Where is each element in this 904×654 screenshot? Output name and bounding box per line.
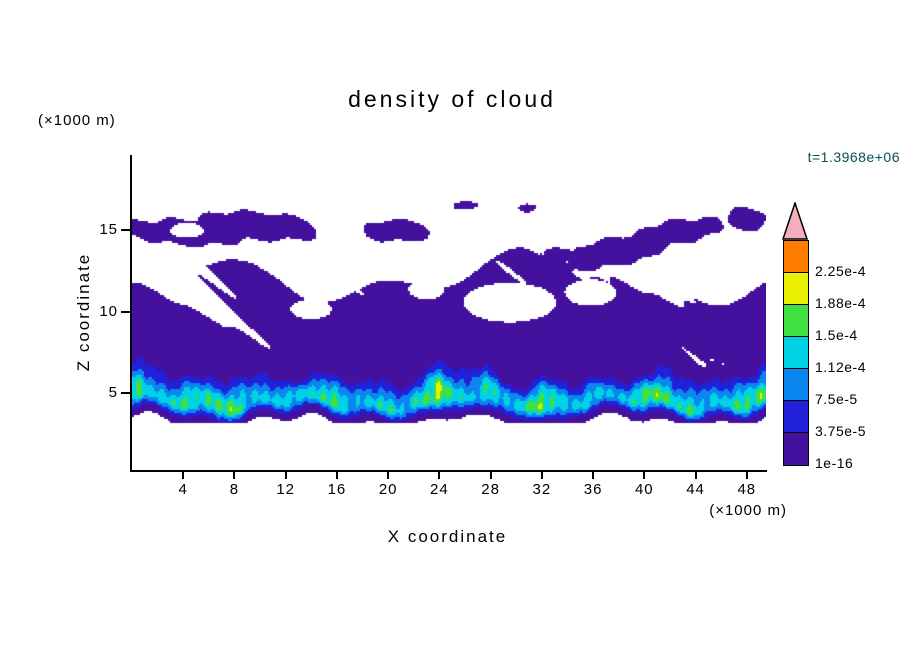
x-tick-label: 28 (481, 481, 500, 498)
plot-area (130, 155, 767, 472)
x-tick-mark (745, 472, 748, 479)
y-axis-ticks: 5 10 15 (99, 155, 140, 468)
colorbar-tick-label: 1.5e-4 (815, 327, 858, 343)
colorbar-tick-label: 1.88e-4 (815, 295, 866, 311)
colorbar-segment (784, 305, 808, 337)
colorbar-tick-label: 3.75e-5 (815, 423, 866, 439)
x-tick-mark (182, 472, 185, 479)
x-tick-mark (284, 472, 287, 479)
plot-canvas (132, 155, 766, 468)
x-axis-unit-label: (×1000 m) (709, 502, 787, 519)
x-tick-mark (592, 472, 595, 479)
colorbar-segment (784, 241, 808, 273)
colorbar-segment (784, 273, 808, 305)
y-tick-mark (121, 310, 130, 313)
colorbar: 1e-16 3.75e-5 7.5e-5 1.12e-4 1.5e-4 1.88e-4 2.… (782, 202, 903, 472)
y-axis-unit-label: (×1000 m) (38, 112, 116, 129)
y-tick-label: 15 (99, 220, 118, 238)
x-tick-label: 12 (276, 481, 296, 498)
x-tick-mark (438, 472, 441, 479)
colorbar-segment (784, 433, 808, 465)
x-tick-mark (540, 472, 543, 479)
x-tick-mark (643, 472, 646, 479)
colorbar-tick-label: 1.12e-4 (815, 359, 866, 375)
x-tick-label: 44 (686, 481, 705, 498)
colorbar-tick-label: 1e-16 (815, 455, 854, 471)
y-tick-mark (121, 392, 130, 394)
colorbar-segments (783, 240, 809, 466)
x-axis-ticks: 4 8 12 16 20 24 28 32 36 40 44 48 (132, 470, 766, 502)
x-tick-mark (335, 472, 338, 479)
y-tick-label: 5 (108, 384, 118, 401)
x-tick-label: 8 (229, 481, 240, 498)
colorbar-segment (784, 337, 808, 369)
x-axis-title: X coordinate (387, 527, 508, 546)
x-tick-mark (694, 472, 697, 479)
chart-title: density of cloud (348, 86, 556, 112)
colorbar-overflow-arrow-icon (782, 202, 808, 240)
x-tick-mark (489, 472, 492, 479)
colorbar-tick-label: 2.25e-4 (815, 263, 866, 279)
y-tick-label: 10 (99, 302, 118, 320)
x-tick-label: 4 (178, 481, 188, 498)
x-tick-label: 24 (430, 481, 449, 498)
x-tick-mark (387, 472, 390, 479)
x-tick-label: 32 (532, 481, 552, 498)
y-tick-mark (121, 228, 130, 231)
colorbar-segment (784, 369, 808, 401)
time-annotation: t=1.3968e+06 (807, 149, 900, 165)
x-tick-label: 20 (378, 481, 398, 498)
x-tick-label: 48 (737, 481, 757, 498)
colorbar-segment (784, 401, 808, 433)
x-tick-mark (233, 472, 236, 479)
colorbar-tick-label: 7.5e-5 (815, 391, 858, 407)
x-tick-label: 36 (583, 481, 603, 498)
colorbar-arrow-shape (782, 202, 808, 240)
x-tick-label: 40 (634, 481, 654, 498)
x-tick-label: 16 (327, 481, 347, 498)
